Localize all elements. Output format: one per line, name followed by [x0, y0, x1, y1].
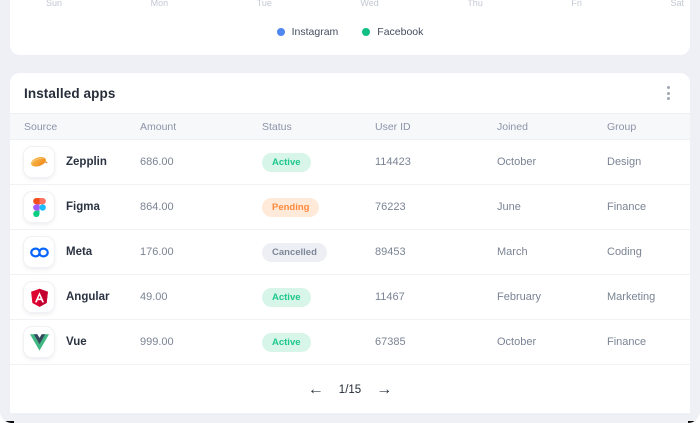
group-cell: Finance	[607, 336, 647, 348]
x-tick-tue: Tue	[256, 0, 272, 8]
user-id-cell: 67385	[375, 336, 406, 348]
joined-cell: February	[497, 291, 542, 303]
joined-cell: June	[497, 201, 521, 213]
col-joined: Joined	[497, 120, 528, 133]
group-cell: Design	[607, 156, 642, 168]
legend-label: Facebook	[377, 26, 424, 38]
app-name: Vue	[66, 336, 87, 348]
facebook-dot-icon	[362, 28, 371, 36]
figma-icon	[24, 192, 54, 222]
instagram-dot-icon	[276, 28, 285, 36]
installed-apps-card: Installed apps Source Amount Status User…	[10, 73, 690, 413]
chart-x-axis: Sun Mon Tue Wed Thu Fri Sat	[10, 0, 690, 8]
amount-cell: 864.00	[140, 201, 174, 213]
joined-cell: March	[497, 246, 528, 258]
col-source: Source	[24, 120, 58, 133]
status-badge: Cancelled	[262, 242, 327, 262]
x-tick-sun: Sun	[46, 0, 63, 8]
app-name: Angular	[66, 291, 110, 303]
app-name: Zepplin	[66, 156, 107, 168]
amount-cell: 999.00	[140, 336, 174, 348]
table-row[interactable]: Angular 49.00 Active 11467 February Mark…	[10, 275, 690, 320]
x-tick-thu: Thu	[467, 0, 483, 8]
legend-item-facebook[interactable]: Facebook	[362, 26, 423, 38]
x-tick-wed: Wed	[360, 0, 379, 8]
user-id-cell: 76223	[375, 201, 406, 213]
next-page-arrow-icon[interactable]: →	[376, 381, 393, 398]
group-cell: Marketing	[607, 291, 656, 303]
joined-cell: October	[497, 336, 537, 348]
app-name: Meta	[66, 246, 93, 258]
x-tick-mon: Mon	[150, 0, 169, 8]
x-tick-sat: Sat	[670, 0, 684, 8]
meta-icon	[24, 237, 54, 267]
pagination: ← 1/15 →	[10, 365, 690, 421]
joined-cell: October	[497, 156, 537, 168]
status-badge: Active	[262, 287, 311, 307]
amount-cell: 686.00	[140, 156, 174, 168]
chart-card: Sun Mon Tue Wed Thu Fri Sat Instagram Fa…	[10, 0, 690, 55]
col-amount: Amount	[140, 120, 177, 133]
table-header-row: Source Amount Status User ID Joined Grou…	[10, 113, 690, 140]
status-badge: Pending	[262, 197, 320, 217]
amount-cell: 176.00	[140, 246, 174, 258]
page-indicator: 1/15	[338, 384, 362, 396]
status-badge: Active	[262, 152, 311, 172]
group-cell: Finance	[607, 201, 647, 213]
angular-icon	[24, 282, 54, 312]
card-header: Installed apps	[10, 73, 690, 113]
user-id-cell: 11467	[375, 291, 405, 303]
amount-cell: 49.00	[140, 291, 168, 303]
table-row[interactable]: Meta 176.00 Cancelled 89453 March Coding	[10, 230, 690, 275]
user-id-cell: 89453	[375, 246, 406, 258]
table-row[interactable]: Zepplin 686.00 Active 114423 October Des…	[10, 140, 690, 185]
col-group: Group	[607, 120, 637, 133]
col-user-id: User ID	[375, 120, 411, 133]
app-name: Figma	[66, 201, 100, 213]
screen-edge-left	[0, 421, 14, 423]
col-status: Status	[262, 120, 292, 133]
card-title: Installed apps	[24, 85, 116, 101]
screen-edge-right	[688, 421, 700, 423]
vue-icon	[24, 327, 54, 357]
group-cell: Coding	[607, 246, 642, 258]
user-id-cell: 114423	[375, 156, 411, 168]
zepplin-icon	[24, 147, 54, 177]
x-tick-fri: Fri	[571, 0, 582, 8]
legend-item-instagram[interactable]: Instagram	[276, 26, 339, 38]
legend-label: Instagram	[291, 26, 339, 38]
chart-legend: Instagram Facebook	[10, 26, 690, 38]
prev-page-arrow-icon[interactable]: ←	[307, 381, 324, 398]
status-badge: Active	[262, 332, 311, 352]
kebab-menu-icon[interactable]	[663, 82, 674, 104]
table-row[interactable]: Figma 864.00 Pending 76223 June Finance	[10, 185, 690, 230]
table-row[interactable]: Vue 999.00 Active 67385 October Finance	[10, 320, 690, 365]
